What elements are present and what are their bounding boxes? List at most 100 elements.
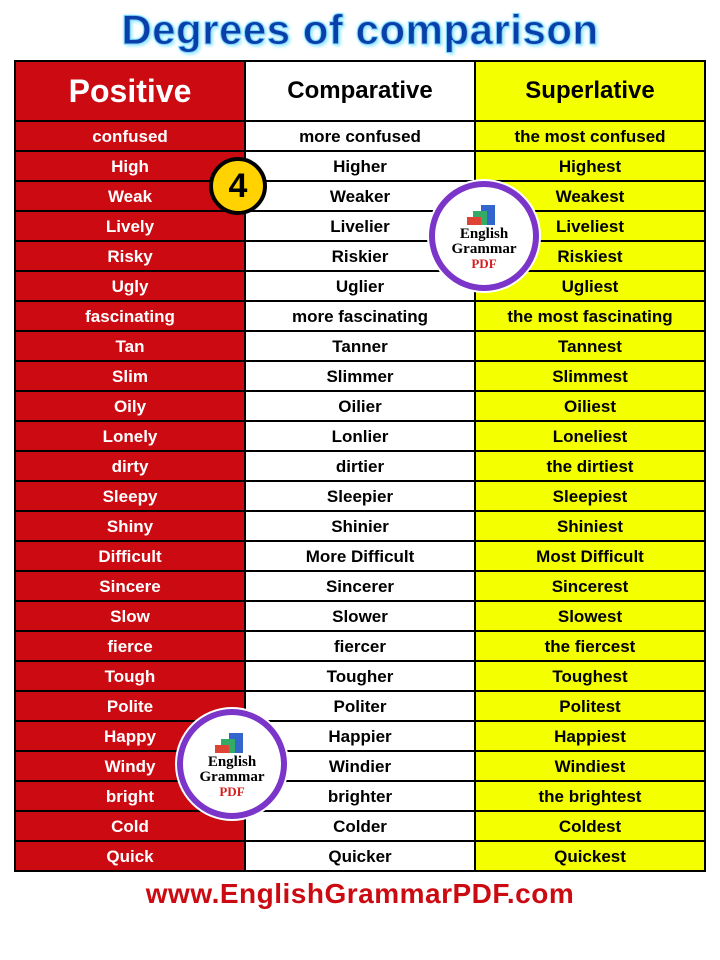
table-row: QuickQuickerQuickest: [15, 841, 705, 871]
cell-positive: Lonely: [15, 421, 245, 451]
cell-positive: Oily: [15, 391, 245, 421]
cell-superlative: Slowest: [475, 601, 705, 631]
cell-superlative: Sincerest: [475, 571, 705, 601]
table-row: ColdColderColdest: [15, 811, 705, 841]
cell-comparative: Lonlier: [245, 421, 475, 451]
col-header-superlative: Superlative: [475, 61, 705, 121]
cell-superlative: Sleepiest: [475, 481, 705, 511]
cell-superlative: Coldest: [475, 811, 705, 841]
table-row: dirtydirtierthe dirtiest: [15, 451, 705, 481]
cell-superlative: Loneliest: [475, 421, 705, 451]
table-row: brightbrighterthe brightest: [15, 781, 705, 811]
cell-superlative: Quickest: [475, 841, 705, 871]
logo-line: Grammar: [200, 770, 265, 785]
table-row: TanTannerTannest: [15, 331, 705, 361]
cell-positive: fascinating: [15, 301, 245, 331]
cell-superlative: Most Difficult: [475, 541, 705, 571]
logo-line: English: [208, 755, 256, 770]
cell-positive: Slim: [15, 361, 245, 391]
cell-comparative: Shinier: [245, 511, 475, 541]
cell-comparative: dirtier: [245, 451, 475, 481]
table-row: PolitePoliterPolitest: [15, 691, 705, 721]
cell-comparative: Tanner: [245, 331, 475, 361]
cell-comparative: Colder: [245, 811, 475, 841]
table-row: fiercefiercerthe fiercest: [15, 631, 705, 661]
cell-superlative: the dirtiest: [475, 451, 705, 481]
cell-comparative: More Difficult: [245, 541, 475, 571]
cell-positive: Slow: [15, 601, 245, 631]
brand-logo-badge: English Grammar PDF: [177, 709, 287, 819]
cell-comparative: Quicker: [245, 841, 475, 871]
cell-comparative: Tougher: [245, 661, 475, 691]
table-row: fascinatingmore fascinatingthe most fasc…: [15, 301, 705, 331]
cell-superlative: Happiest: [475, 721, 705, 751]
cell-superlative: Highest: [475, 151, 705, 181]
table-row: HappyHappierHappiest: [15, 721, 705, 751]
table-row: LivelyLivelierLiveliest: [15, 211, 705, 241]
col-header-comparative: Comparative: [245, 61, 475, 121]
cell-superlative: Slimmest: [475, 361, 705, 391]
cell-comparative: Higher: [245, 151, 475, 181]
table-row: SlimSlimmerSlimmest: [15, 361, 705, 391]
cell-positive: Sincere: [15, 571, 245, 601]
cell-positive: Sleepy: [15, 481, 245, 511]
books-icon: [215, 731, 249, 753]
comparison-table: Positive Comparative Superlative confuse…: [14, 60, 706, 872]
cell-comparative: Politer: [245, 691, 475, 721]
cell-positive: Shiny: [15, 511, 245, 541]
cell-superlative: Windiest: [475, 751, 705, 781]
table-row: confusedmore confusedthe most confused: [15, 121, 705, 151]
cell-comparative: Sincerer: [245, 571, 475, 601]
cell-positive: Quick: [15, 841, 245, 871]
table-row: OilyOilierOiliest: [15, 391, 705, 421]
brand-logo-badge: English Grammar PDF: [429, 181, 539, 291]
cell-comparative: Sleepier: [245, 481, 475, 511]
footer-url: www.EnglishGrammarPDF.com: [14, 878, 706, 910]
col-header-positive: Positive: [15, 61, 245, 121]
cell-superlative: Tannest: [475, 331, 705, 361]
cell-comparative: Slimmer: [245, 361, 475, 391]
cell-superlative: the most fascinating: [475, 301, 705, 331]
logo-line: English: [460, 227, 508, 242]
table-row: HighHigherHighest: [15, 151, 705, 181]
books-icon: [467, 203, 501, 225]
cell-comparative: Slower: [245, 601, 475, 631]
table-row: WeakWeakerWeakest: [15, 181, 705, 211]
cell-superlative: Toughest: [475, 661, 705, 691]
cell-positive: Tan: [15, 331, 245, 361]
cell-superlative: the most confused: [475, 121, 705, 151]
cell-positive: confused: [15, 121, 245, 151]
table-row: SincereSincererSincerest: [15, 571, 705, 601]
cell-positive: Ugly: [15, 271, 245, 301]
cell-comparative: more fascinating: [245, 301, 475, 331]
cell-comparative: fiercer: [245, 631, 475, 661]
table-row: ToughTougherToughest: [15, 661, 705, 691]
cell-superlative: Oiliest: [475, 391, 705, 421]
cell-positive: Cold: [15, 811, 245, 841]
logo-line: PDF: [219, 785, 244, 798]
table-row: LonelyLonlierLoneliest: [15, 421, 705, 451]
page: Degrees of comparison Positive Comparati…: [0, 0, 720, 910]
cell-positive: Lively: [15, 211, 245, 241]
table-header-row: Positive Comparative Superlative: [15, 61, 705, 121]
table-row: UglyUglierUgliest: [15, 271, 705, 301]
cell-positive: fierce: [15, 631, 245, 661]
cell-superlative: Shiniest: [475, 511, 705, 541]
cell-positive: Difficult: [15, 541, 245, 571]
cell-comparative: Oilier: [245, 391, 475, 421]
table-row: DifficultMore DifficultMost Difficult: [15, 541, 705, 571]
table-body: confusedmore confusedthe most confusedHi…: [15, 121, 705, 871]
cell-comparative: Uglier: [245, 271, 475, 301]
page-title: Degrees of comparison: [14, 6, 706, 54]
table-row: SleepySleepierSleepiest: [15, 481, 705, 511]
table-row: RiskyRiskierRiskiest: [15, 241, 705, 271]
cell-comparative: more confused: [245, 121, 475, 151]
page-number-badge: 4: [209, 157, 267, 215]
cell-positive: dirty: [15, 451, 245, 481]
cell-superlative: Politest: [475, 691, 705, 721]
table-row: WindyWindierWindiest: [15, 751, 705, 781]
cell-positive: Risky: [15, 241, 245, 271]
cell-positive: Tough: [15, 661, 245, 691]
table-row: SlowSlowerSlowest: [15, 601, 705, 631]
cell-superlative: the brightest: [475, 781, 705, 811]
